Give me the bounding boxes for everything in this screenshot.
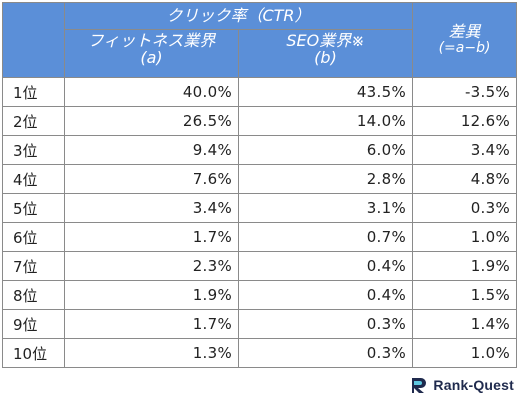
rank-cell: 2位 [2,106,65,136]
diff-cell: 1.0% [412,222,517,252]
diff-header-label: 差異 [448,22,481,42]
seo-ctr-cell: 0.4% [238,251,413,281]
rank-cell: 4位 [2,164,65,194]
diff-cell: -3.5% [412,77,517,107]
fitness-ctr-cell: 7.6% [64,164,239,194]
table-row: 6位 1.7% 0.7% 1.0% [2,222,517,252]
rank-quest-logo: Rank-Quest [410,376,514,394]
fitness-ctr-cell: 2.3% [64,251,239,281]
fitness-ctr-cell: 9.4% [64,135,239,165]
seo-ctr-cell: 0.3% [238,309,413,339]
seo-ctr-cell: 0.4% [238,280,413,310]
fitness-ctr-cell: 26.5% [64,106,239,136]
seo-ctr-cell: 0.7% [238,222,413,252]
table-row: 5位 3.4% 3.1% 0.3% [2,193,517,223]
rank-cell: 10位 [2,338,65,368]
table-corner-cell [2,2,65,78]
fitness-column-key: (a) [140,47,163,67]
table-row: 9位 1.7% 0.3% 1.4% [2,309,517,339]
fitness-ctr-cell: 3.4% [64,193,239,223]
seo-ctr-cell: 3.1% [238,193,413,223]
diff-cell: 1.0% [412,338,517,368]
seo-ctr-cell: 6.0% [238,135,413,165]
seo-column-label: SEO業界※ [286,31,365,50]
fitness-ctr-cell: 1.3% [64,338,239,368]
table-row: 1位 40.0% 43.5% -3.5% [2,77,517,107]
table-row: 7位 2.3% 0.4% 1.9% [2,251,517,281]
table-body: 1位 40.0% 43.5% -3.5% 2位 26.5% 14.0% 12.6% 3位 9.4%… [2,77,517,368]
rank-cell: 3位 [2,135,65,165]
seo-column-header: SEO業界※ (b) [238,29,413,78]
diff-cell: 1.9% [412,251,517,281]
rank-cell: 5位 [2,193,65,223]
fitness-column-header: フィットネス業界 (a) [64,29,239,78]
fitness-ctr-cell: 1.7% [64,309,239,339]
seo-ctr-cell: 43.5% [238,77,413,107]
seo-column-key: (b) [314,47,337,67]
diff-cell: 12.6% [412,106,517,136]
seo-ctr-cell: 0.3% [238,338,413,368]
rank-cell: 1位 [2,77,65,107]
diff-cell: 3.4% [412,135,517,165]
table-row: 8位 1.9% 0.4% 1.5% [2,280,517,310]
rank-cell: 7位 [2,251,65,281]
diff-cell: 0.3% [412,193,517,223]
diff-cell: 4.8% [412,164,517,194]
rank-cell: 6位 [2,222,65,252]
fitness-column-label: フィットネス業界 [87,31,216,50]
fitness-ctr-cell: 1.7% [64,222,239,252]
table-row: 3位 9.4% 6.0% 3.4% [2,135,517,165]
diff-header-formula: (=a−b) [438,40,491,57]
logo-text: Rank-Quest [433,377,514,393]
diff-cell: 1.4% [412,309,517,339]
rank-quest-logo-icon [412,378,427,393]
table-row: 4位 7.6% 2.8% 4.8% [2,164,517,194]
seo-ctr-cell: 2.8% [238,164,413,194]
seo-ctr-cell: 14.0% [238,106,413,136]
fitness-ctr-cell: 1.9% [64,280,239,310]
diff-header: 差異 (=a−b) [412,2,517,78]
ctr-header: クリック率（CTR） [64,2,413,30]
table-row: 10位 1.3% 0.3% 1.0% [2,338,517,368]
ctr-comparison-table: クリック率（CTR） 差異 (=a−b) フィットネス業界 (a) SEO業界※… [2,2,517,368]
rank-cell: 8位 [2,280,65,310]
fitness-ctr-cell: 40.0% [64,77,239,107]
diff-cell: 1.5% [412,280,517,310]
table-row: 2位 26.5% 14.0% 12.6% [2,106,517,136]
rank-cell: 9位 [2,309,65,339]
